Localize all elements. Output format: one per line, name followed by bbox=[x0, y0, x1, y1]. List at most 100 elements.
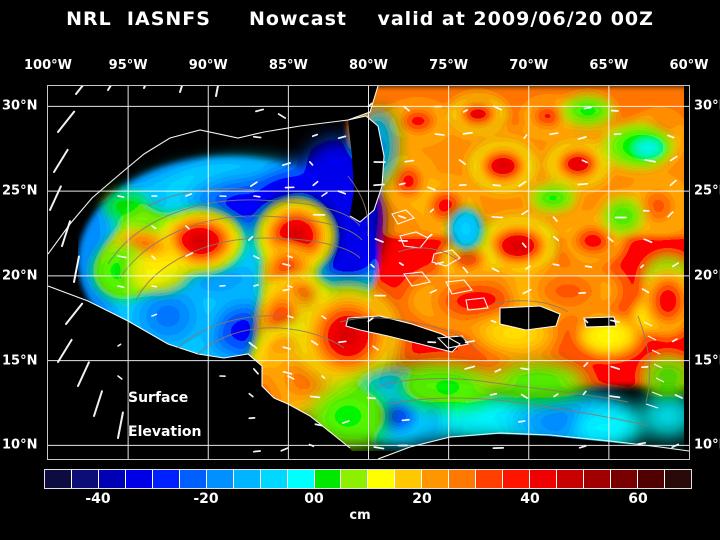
velocity-vector bbox=[287, 375, 295, 380]
velocity-vector bbox=[553, 393, 559, 398]
velocity-vector bbox=[517, 420, 526, 423]
velocity-vector bbox=[429, 289, 437, 294]
colorbar[interactable] bbox=[44, 469, 692, 489]
velocity-vector bbox=[277, 113, 287, 119]
velocity-vector bbox=[549, 132, 559, 136]
velocity-vector bbox=[427, 186, 436, 191]
colorbar-swatch bbox=[664, 470, 691, 488]
velocity-vector bbox=[151, 225, 157, 230]
velocity-vector bbox=[367, 317, 374, 323]
velocity-vector bbox=[607, 236, 614, 243]
velocity-vector bbox=[674, 394, 684, 399]
velocity-vector bbox=[610, 365, 621, 370]
lat-tick-label-left: 25°N bbox=[2, 183, 38, 199]
velocity-vector bbox=[671, 443, 680, 449]
velocity-vector bbox=[185, 193, 193, 197]
velocity-vector bbox=[552, 216, 558, 222]
colorbar-swatch bbox=[449, 470, 477, 488]
velocity-vector bbox=[185, 225, 190, 230]
velocity-vector bbox=[341, 420, 350, 424]
velocity-vector bbox=[643, 238, 653, 244]
lat-tick-label-left: 10°N bbox=[2, 437, 38, 453]
velocity-vector bbox=[373, 446, 385, 450]
velocity-vector bbox=[491, 267, 500, 273]
colorbar-tick-label: -20 bbox=[193, 491, 219, 507]
velocity-vector bbox=[401, 418, 410, 422]
velocity-vector bbox=[521, 242, 527, 248]
lon-tick-label: 70°W bbox=[509, 58, 549, 73]
velocity-vector bbox=[518, 180, 527, 187]
lon-tick-label: 90°W bbox=[188, 58, 228, 73]
velocity-vector bbox=[462, 266, 469, 274]
colorbar-swatch bbox=[503, 470, 531, 488]
velocity-vector bbox=[583, 106, 592, 110]
colorbar-tick-label: 00 bbox=[304, 491, 324, 507]
velocity-vector bbox=[462, 131, 473, 135]
lon-tick-label: 100°W bbox=[24, 58, 72, 73]
velocity-vector bbox=[372, 345, 379, 351]
lat-tick-label-left: 30°N bbox=[2, 98, 38, 114]
velocity-vector bbox=[582, 390, 587, 396]
velocity-vector bbox=[255, 108, 265, 113]
colorbar-swatch bbox=[530, 470, 558, 488]
velocity-vector bbox=[253, 284, 259, 287]
lat-tick-label-right: 15°N bbox=[694, 353, 720, 369]
velocity-vector bbox=[583, 318, 589, 324]
velocity-vector bbox=[458, 159, 467, 166]
colorbar-tick-label: -40 bbox=[85, 491, 111, 507]
colorbar-swatch bbox=[368, 470, 396, 488]
velocity-vector bbox=[280, 447, 289, 452]
velocity-vector bbox=[57, 338, 73, 363]
velocity-vector bbox=[667, 211, 674, 218]
sea-surface-elevation-field bbox=[48, 86, 689, 459]
lat-tick-label-left: 20°N bbox=[2, 268, 38, 284]
velocity-vector bbox=[373, 183, 385, 187]
velocity-vector bbox=[282, 288, 290, 292]
velocity-vector bbox=[491, 216, 504, 219]
velocity-vector bbox=[321, 315, 327, 320]
velocity-vector bbox=[521, 209, 529, 216]
velocity-vector bbox=[93, 390, 103, 417]
velocity-vector bbox=[374, 238, 384, 243]
velocity-vector bbox=[398, 182, 406, 186]
velocity-vector bbox=[248, 341, 254, 347]
velocity-vector bbox=[312, 180, 319, 187]
velocity-vector bbox=[287, 285, 293, 288]
velocity-vector bbox=[282, 346, 291, 350]
velocity-vector bbox=[578, 445, 587, 449]
velocity-vector bbox=[667, 134, 675, 139]
velocity-vector bbox=[117, 195, 125, 198]
velocity-vector bbox=[489, 392, 498, 396]
velocity-vector bbox=[75, 86, 84, 95]
velocity-vector bbox=[397, 214, 407, 219]
velocity-vector bbox=[185, 252, 194, 257]
velocity-vector bbox=[404, 159, 415, 163]
velocity-vector bbox=[117, 343, 122, 347]
velocity-vector bbox=[464, 365, 476, 370]
colorbar-swatch bbox=[557, 470, 585, 488]
velocity-vector bbox=[584, 265, 593, 268]
colorbar-swatch bbox=[637, 470, 665, 488]
lat-tick-label-right: 25°N bbox=[694, 183, 720, 199]
velocity-vector bbox=[522, 288, 532, 295]
colorbar-swatch bbox=[260, 470, 288, 488]
velocity-vector bbox=[490, 319, 497, 323]
velocity-vector bbox=[61, 220, 71, 247]
map-plot-area[interactable] bbox=[47, 85, 690, 460]
lat-tick-label-right: 10°N bbox=[694, 437, 720, 453]
velocity-vector bbox=[398, 262, 404, 266]
colorbar-swatch bbox=[45, 470, 72, 488]
velocity-vector bbox=[253, 345, 258, 349]
velocity-vector bbox=[117, 375, 123, 380]
velocity-vector bbox=[107, 86, 112, 91]
colorbar-swatch bbox=[476, 470, 504, 488]
velocity-vector bbox=[77, 361, 90, 387]
velocity-vector bbox=[65, 302, 84, 325]
colorbar-swatch bbox=[341, 470, 369, 488]
page-title: NRL IASNFS Nowcast valid at 2009/06/20 0… bbox=[66, 8, 654, 30]
colorbar-swatch bbox=[98, 470, 126, 488]
velocity-vector bbox=[252, 135, 262, 139]
colorbar-swatch bbox=[206, 470, 234, 488]
velocity-vector bbox=[57, 110, 76, 133]
